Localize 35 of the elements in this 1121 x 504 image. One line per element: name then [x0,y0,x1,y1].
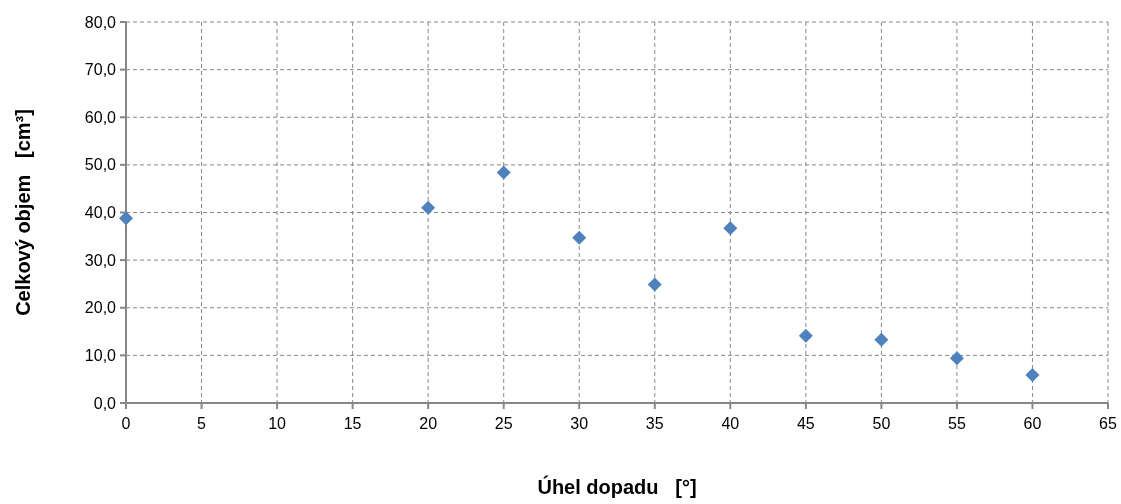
y-tick-label: 70,0 [84,61,117,79]
x-tick-label: 55 [948,415,966,432]
y-tick-label: 50,0 [84,156,117,174]
x-tick-label: 5 [197,415,207,432]
x-tick-label: 10 [268,415,287,432]
point [496,165,511,180]
point [647,277,662,292]
y-tick-label: 60,0 [84,108,117,126]
point [572,230,587,245]
x-tick-label: 45 [796,415,815,432]
y-tick-label: 40,0 [84,204,117,222]
y-tick-label: 30,0 [84,251,117,269]
x-axis-title: Úhel dopadu [°] [537,475,697,498]
y-tick-label: 10,0 [84,346,117,364]
x-tick-label: 20 [419,415,438,432]
x-tick-label: 35 [645,415,664,432]
x-tick-label: 65 [1099,415,1117,432]
y-tick-label: 0,0 [93,394,117,412]
point [119,211,133,226]
point [723,221,738,236]
x-tick-label: 25 [494,415,513,432]
y-tick-label: 80,0 [84,13,117,31]
x-tick-label: 60 [1023,415,1042,432]
point [874,332,889,347]
point [949,351,964,366]
y-axis-title: Celkový objem [cm³] [12,109,34,316]
point [421,200,436,215]
y-tick-label: 20,0 [84,299,117,317]
x-tick-label: 0 [121,415,131,432]
point [798,328,813,343]
point [1025,367,1040,382]
x-tick-label: 50 [872,415,891,432]
x-tick-label: 15 [343,415,362,432]
x-tick-label: 40 [721,415,740,432]
x-tick-label: 30 [570,415,589,432]
